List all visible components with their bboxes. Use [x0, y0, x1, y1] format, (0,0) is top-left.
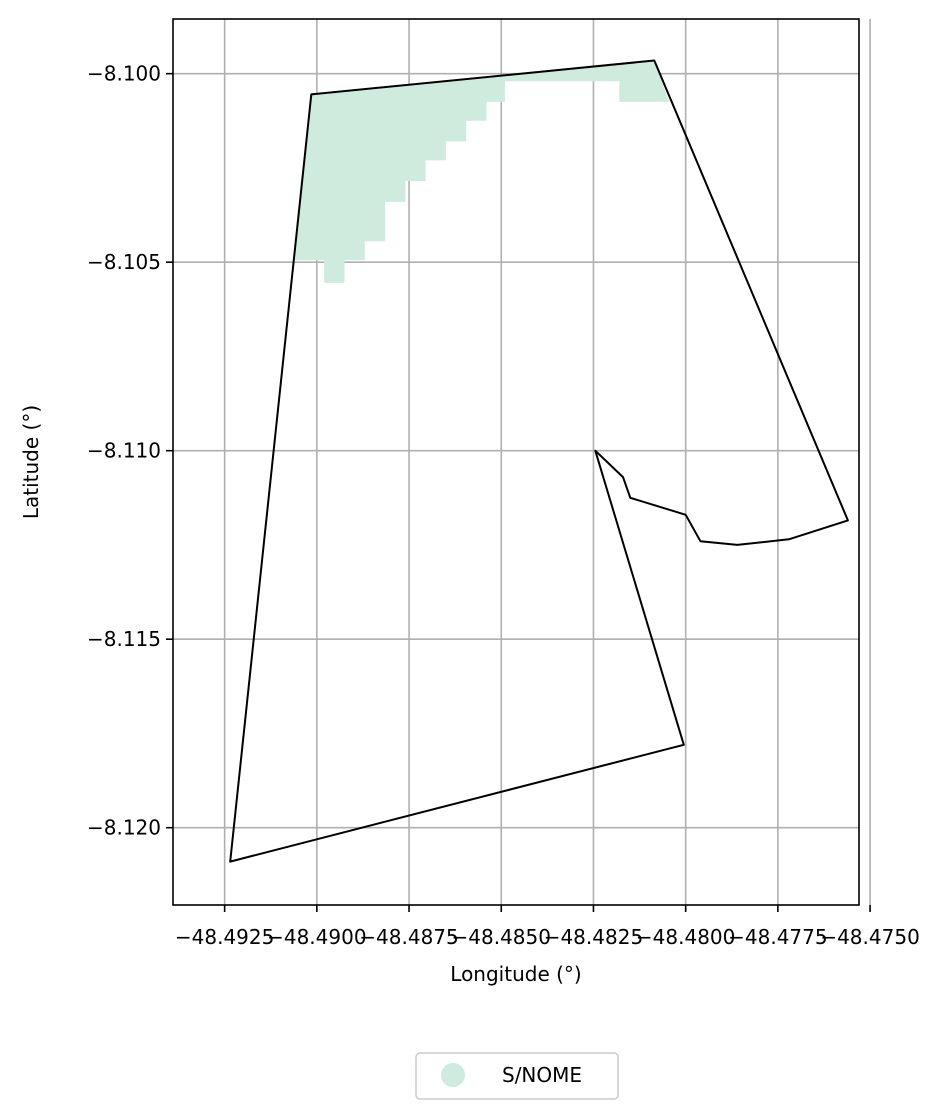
y-tick-label-3: −8.115	[87, 627, 161, 651]
x-tick-label-2: −48.4875	[359, 925, 458, 949]
legend-frame	[415, 1052, 619, 1100]
fill-layer	[292, 60, 670, 283]
area-s-nome	[292, 60, 670, 283]
x-tick-label-0: −48.4925	[175, 925, 274, 949]
y-tick-label-4: −8.120	[87, 816, 161, 840]
x-tick-label-4: −48.4825	[544, 925, 643, 949]
x-axis-title: Longitude (°)	[450, 962, 581, 986]
legend-label: S/NOME	[502, 1063, 582, 1087]
legend: S/NOME	[415, 1052, 619, 1100]
x-tick-label-6: −48.4775	[728, 925, 827, 949]
y-tick-label-2: −8.110	[87, 439, 161, 463]
plot-background	[173, 19, 859, 905]
y-tick-label-0: −8.100	[87, 62, 161, 86]
legend-swatch	[441, 1063, 465, 1087]
y-tick-label-1: −8.105	[87, 250, 161, 274]
y-axis-title: Latitude (°)	[19, 405, 43, 519]
x-tick-label-7: −48.4750	[820, 925, 919, 949]
boundary-layer	[229, 59, 849, 863]
x-tick-label-5: −48.4800	[636, 925, 735, 949]
x-tick-label-1: −48.4900	[267, 925, 366, 949]
property-boundary	[229, 59, 849, 863]
y-axis: −8.100 −8.105 −8.110 −8.115 −8.120	[87, 62, 173, 840]
plot-area	[172, 18, 871, 906]
x-tick-label-3: −48.4850	[452, 925, 551, 949]
x-axis: −48.4925−48.4900−48.4875−48.4850−48.4825…	[175, 905, 920, 949]
plot-frame	[172, 18, 860, 906]
